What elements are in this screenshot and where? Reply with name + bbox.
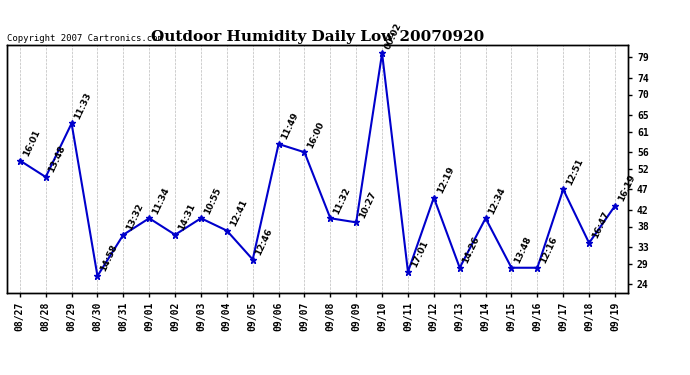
Text: 16:19: 16:19 [616, 173, 637, 203]
Text: 13:32: 13:32 [125, 202, 145, 232]
Text: Copyright 2007 Cartronics.com: Copyright 2007 Cartronics.com [7, 33, 163, 42]
Text: 11:32: 11:32 [332, 186, 352, 216]
Text: 13:48: 13:48 [47, 144, 68, 174]
Text: 12:16: 12:16 [539, 235, 559, 265]
Title: Outdoor Humidity Daily Low 20070920: Outdoor Humidity Daily Low 20070920 [151, 30, 484, 44]
Text: 12:41: 12:41 [228, 198, 248, 228]
Text: 14:26: 14:26 [461, 235, 482, 265]
Text: 16:47: 16:47 [591, 210, 611, 240]
Text: 10:27: 10:27 [357, 190, 378, 220]
Text: 11:33: 11:33 [73, 91, 93, 121]
Text: 12:19: 12:19 [435, 165, 455, 195]
Text: 11:49: 11:49 [280, 111, 300, 141]
Text: 10:55: 10:55 [202, 186, 223, 216]
Text: 17:01: 17:01 [409, 239, 430, 269]
Text: 12:46: 12:46 [254, 227, 275, 257]
Text: 12:51: 12:51 [564, 157, 585, 187]
Text: 14:31: 14:31 [177, 202, 197, 232]
Text: 00:02: 00:02 [384, 21, 404, 51]
Text: 11:34: 11:34 [150, 186, 171, 216]
Text: 16:01: 16:01 [21, 128, 41, 158]
Text: 14:58: 14:58 [99, 243, 119, 273]
Text: 13:48: 13:48 [513, 235, 533, 265]
Text: 16:00: 16:00 [306, 120, 326, 150]
Text: 12:34: 12:34 [487, 186, 507, 216]
